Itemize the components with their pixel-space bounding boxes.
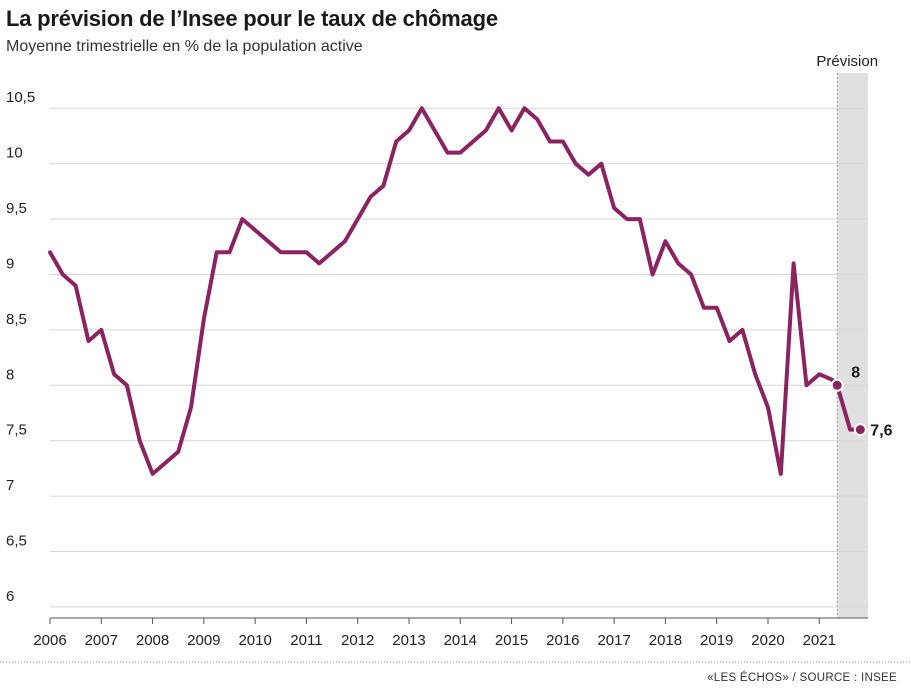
data-label: 8 <box>851 364 860 381</box>
y-tick-label: 7 <box>6 477 14 494</box>
data-label: 7,6 <box>870 423 892 440</box>
x-tick-label: 2013 <box>392 632 425 649</box>
x-tick-label: 2018 <box>649 632 682 649</box>
x-tick-label: 2011 <box>290 632 322 649</box>
y-tick-label: 10,5 <box>6 89 35 106</box>
y-tick-label: 8,5 <box>6 311 27 328</box>
x-tick-label: 2019 <box>700 632 733 649</box>
data-point-marker <box>830 378 844 392</box>
y-tick-label: 7,5 <box>6 422 27 439</box>
x-tick-label: 2007 <box>85 632 118 649</box>
y-tick-label: 10 <box>6 145 23 162</box>
y-tick-label: 9,5 <box>6 200 27 217</box>
x-tick-label: 2010 <box>238 632 271 649</box>
y-tick-label: 6 <box>6 588 14 605</box>
forecast-band <box>837 73 868 618</box>
x-tick-label: 2015 <box>495 632 528 649</box>
x-tick-label: 2016 <box>546 632 579 649</box>
chart-subtitle: Moyenne trimestrielle en % de la populat… <box>6 38 363 55</box>
chart-title: La prévision de l’Insee pour le taux de … <box>6 6 498 31</box>
data-point-marker <box>853 423 867 437</box>
source-credit: «LES ÉCHOS» / SOURCE : INSEE <box>707 672 897 684</box>
x-tick-label: 2008 <box>136 632 169 649</box>
x-tick-label: 2012 <box>341 632 374 649</box>
x-tick-label: 2021 <box>803 632 836 649</box>
x-tick-label: 2006 <box>33 632 66 649</box>
forecast-label: Prévision <box>816 53 878 70</box>
y-tick-label: 8 <box>6 366 14 383</box>
y-tick-label: 9 <box>6 255 14 272</box>
series-line <box>48 106 863 476</box>
x-tick-label: 2020 <box>751 632 784 649</box>
x-tick-label: 2009 <box>187 632 220 649</box>
x-tick-label: 2017 <box>597 632 630 649</box>
y-tick-label: 6,5 <box>6 533 27 550</box>
x-tick-label: 2014 <box>444 632 477 649</box>
